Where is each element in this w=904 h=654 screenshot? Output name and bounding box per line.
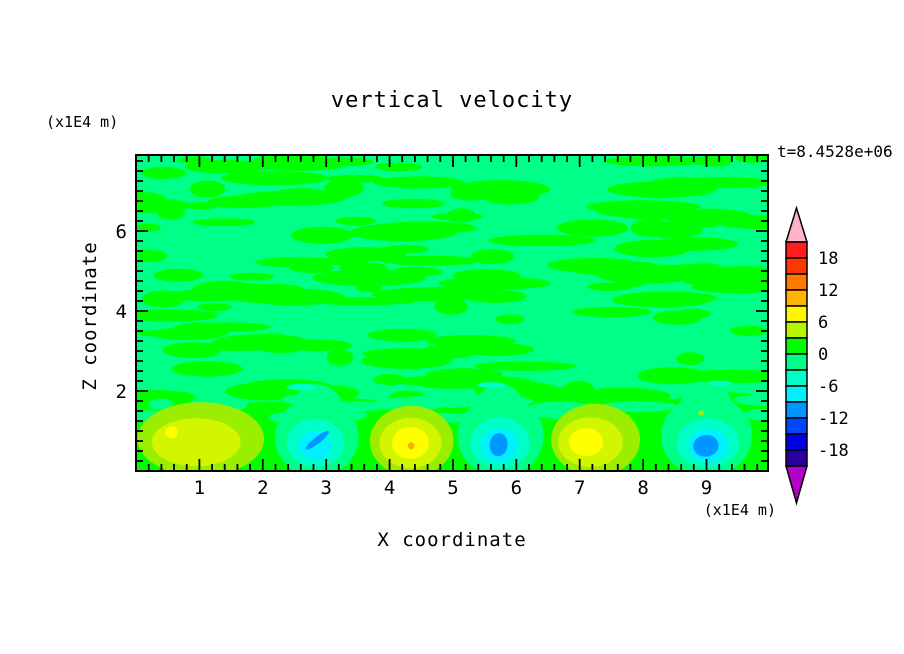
- colorbar-under-arrow: [785, 465, 808, 506]
- downdraft-1: [274, 383, 359, 470]
- colorbar-label: 18: [818, 249, 838, 269]
- contour-field: [137, 156, 767, 470]
- colorbar-over-arrow: [784, 205, 809, 243]
- x-tick-label: 4: [384, 477, 395, 499]
- colorbar-segment: [785, 449, 808, 467]
- x-tick-label: 7: [574, 477, 585, 499]
- colorbar-segment: [785, 369, 808, 387]
- x-tick-label: 9: [701, 477, 712, 499]
- time-label: t=8.4528e+06: [777, 142, 893, 161]
- z-tick-label: 2: [116, 381, 127, 403]
- colorbar-segment: [785, 385, 808, 403]
- x-tick-label: 8: [637, 477, 648, 499]
- x-axis-title: X coordinate: [377, 529, 527, 551]
- x-tick-label: 2: [257, 477, 268, 499]
- colorbar-segment: [785, 257, 808, 275]
- downdraft-2: [457, 382, 544, 470]
- colorbar: 18 12 6 0 -6 -12 -18: [784, 205, 849, 506]
- x-tick-label: 1: [194, 477, 205, 499]
- colorbar-label: 12: [818, 281, 838, 301]
- x-tick-label: 3: [320, 477, 331, 499]
- colorbar-segment: [785, 433, 808, 451]
- colorbar-segment: [785, 353, 808, 371]
- colorbar-segment: [785, 417, 808, 435]
- z-axis-unit-label: (x1E4 m): [46, 113, 119, 131]
- downdraft-3: [660, 380, 753, 470]
- figure-title: vertical velocity: [330, 88, 574, 113]
- z-tick-label: 4: [116, 301, 127, 323]
- updraft-1: [137, 402, 265, 470]
- plot-frame: [135, 154, 769, 472]
- colorbar-label: -18: [818, 441, 849, 461]
- colorbar-segment: [785, 337, 808, 355]
- axis-ticks: [137, 156, 767, 470]
- x-tick-label: 5: [447, 477, 458, 499]
- colorbar-segment: [785, 401, 808, 419]
- colorbar-label: 6: [818, 313, 828, 333]
- colorbar-label: -12: [818, 409, 849, 429]
- x-axis-unit-label: (x1E4 m): [703, 501, 776, 519]
- z-tick-label: 6: [116, 221, 127, 243]
- colorbar-segment: [785, 305, 808, 323]
- colorbar-segment: [785, 241, 808, 259]
- colorbar-segment: [785, 273, 808, 291]
- x-tick-label: 6: [511, 477, 522, 499]
- updraft-3: [551, 403, 640, 470]
- colorbar-label: 0: [818, 345, 828, 365]
- updraft-2: [369, 405, 454, 470]
- colorbar-segment: [785, 289, 808, 307]
- colorbar-label: -6: [818, 377, 838, 397]
- colorbar-segment: [785, 321, 808, 339]
